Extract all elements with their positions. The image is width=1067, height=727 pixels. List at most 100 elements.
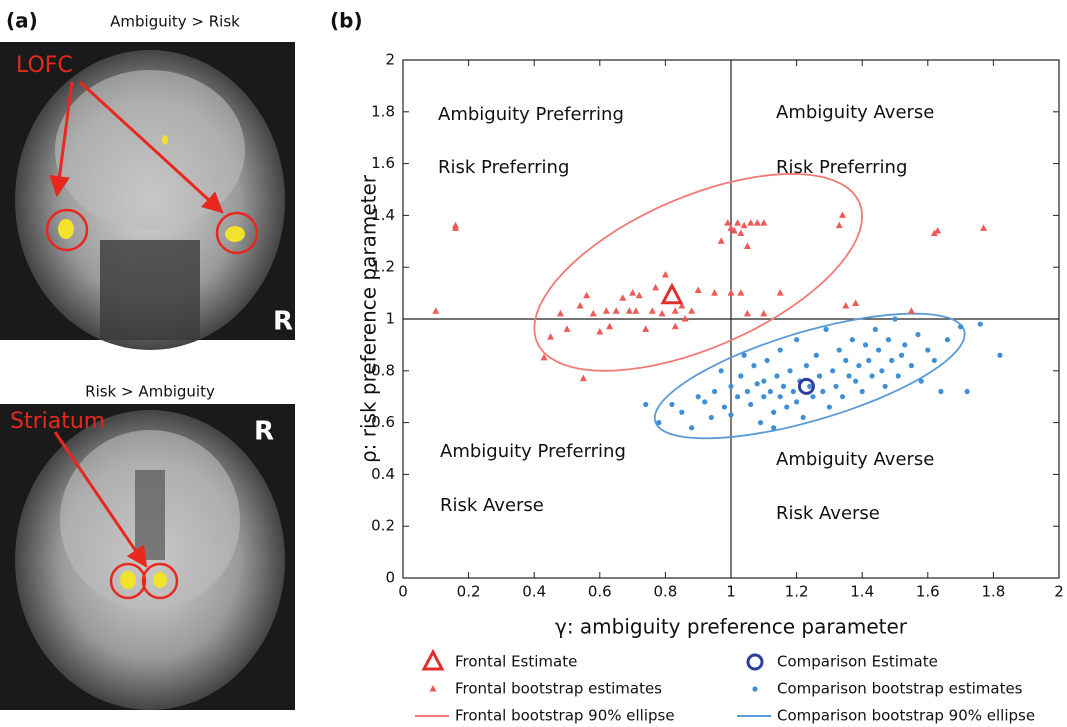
side-label: R (254, 417, 274, 447)
bootstrap-point (777, 289, 784, 296)
bootstrap-point (852, 299, 859, 306)
estimate-marker (663, 286, 681, 303)
quadrant-label: Risk Preferring (438, 157, 569, 178)
x-tick-label: 2 (1054, 583, 1064, 601)
bootstrap-point (778, 394, 783, 399)
bootstrap-point (945, 337, 950, 342)
bootstrap-point (915, 332, 920, 337)
bootstrap-point (577, 302, 584, 309)
bootstrap-point (817, 373, 822, 378)
bootstrap-point (774, 373, 779, 378)
bootstrap-point (784, 404, 789, 409)
bootstrap-point (722, 404, 727, 409)
bootstrap-point (889, 358, 894, 363)
quadrant-label: Ambiguity Averse (776, 449, 934, 470)
x-tick-label: 1.2 (785, 583, 809, 601)
bootstrap-point (824, 327, 829, 332)
bootstrap-point (836, 222, 843, 229)
bootstrap-point (452, 222, 459, 229)
bootstrap-point (807, 384, 812, 389)
bootstrap-point (760, 219, 767, 226)
bootstrap-point (925, 347, 930, 352)
bootstrap-point (649, 307, 656, 314)
bootstrap-point (830, 368, 835, 373)
bootstrap-point (758, 420, 763, 425)
bootstrap-point (814, 353, 819, 358)
legend-label: Frontal bootstrap estimates (455, 680, 662, 698)
bootstrap-point (672, 307, 679, 314)
bootstrap-point (709, 415, 714, 420)
y-tick-label: 0.8 (371, 361, 395, 379)
bootstrap-point (744, 310, 751, 317)
side-label: R (273, 307, 293, 337)
bootstrap-point (761, 379, 766, 384)
bootstrap-point (846, 373, 851, 378)
bootstrap-point (659, 310, 666, 317)
bootstrap-point (619, 294, 626, 301)
quadrant-label: Risk Averse (776, 503, 880, 524)
bootstrap-point (636, 292, 643, 299)
panel-label: (b) (330, 9, 363, 33)
bootstrap-point (833, 384, 838, 389)
bootstrap-point (958, 324, 963, 329)
bootstrap-point (781, 384, 786, 389)
bootstrap-point (876, 347, 881, 352)
quadrant-label: Ambiguity Preferring (440, 441, 626, 462)
bootstrap-point (886, 337, 891, 342)
bootstrap-point (778, 347, 783, 352)
bootstrap-point (787, 368, 792, 373)
bootstrap-point (696, 394, 701, 399)
bootstrap-point (652, 284, 659, 291)
bootstrap-point (741, 222, 748, 229)
bootstrap-point (728, 384, 733, 389)
y-tick-label: 0.2 (371, 517, 395, 535)
x-tick-label: 1.6 (916, 583, 940, 601)
bootstrap-point (860, 389, 865, 394)
bootstrap-point (669, 402, 674, 407)
bootstrap-point (843, 358, 848, 363)
bootstrap-point (938, 389, 943, 394)
bootstrap-point (932, 358, 937, 363)
confidence-ellipse (534, 174, 862, 371)
bootstrap-point (702, 399, 707, 404)
bootstrap-point (728, 412, 733, 417)
region-label: Striatum (10, 409, 105, 434)
bootstrap-point (794, 337, 799, 342)
bootstrap-point (980, 224, 987, 231)
bootstrap-point (837, 347, 842, 352)
bootstrap-point (580, 375, 587, 382)
y-tick-label: 0 (385, 569, 395, 587)
brain-image-bottom (0, 404, 295, 710)
bootstrap-point (892, 316, 897, 321)
bootstrap-point (695, 287, 702, 294)
bootstrap-point (596, 328, 603, 335)
x-axis-label: γ: ambiguity preference parameter (555, 615, 908, 639)
bootstrap-point (908, 307, 915, 314)
brain-image-top (0, 42, 295, 350)
bootstrap-point (909, 363, 914, 368)
figure: (a) Ambiguity > Risk LOFC R Risk > Ambig… (0, 0, 1067, 727)
bootstrap-point (850, 337, 855, 342)
bootstrap-point (863, 342, 868, 347)
y-tick-label: 1.8 (371, 102, 395, 120)
bootstrap-point (642, 325, 649, 332)
bootstrap-point (432, 307, 439, 314)
bootstrap-point (682, 315, 689, 322)
x-tick-label: 1.8 (981, 583, 1005, 601)
bootstrap-point (689, 425, 694, 430)
x-tick-label: 1 (726, 583, 736, 601)
bootstrap-point (978, 322, 983, 327)
bootstrap-point (724, 219, 731, 226)
bootstrap-point (919, 379, 924, 384)
y-tick-label: 1 (385, 310, 395, 328)
bootstrap-point (934, 227, 941, 234)
y-tick-label: 0.6 (371, 413, 395, 431)
legend-label: Frontal bootstrap 90% ellipse (455, 707, 675, 725)
bootstrap-point (840, 394, 845, 399)
bootstrap-point (688, 307, 695, 314)
bootstrap-point (965, 389, 970, 394)
bootstrap-point (997, 353, 1002, 358)
bootstrap-point (902, 342, 907, 347)
bootstrap-point (719, 368, 724, 373)
bootstrap-point (899, 353, 904, 358)
